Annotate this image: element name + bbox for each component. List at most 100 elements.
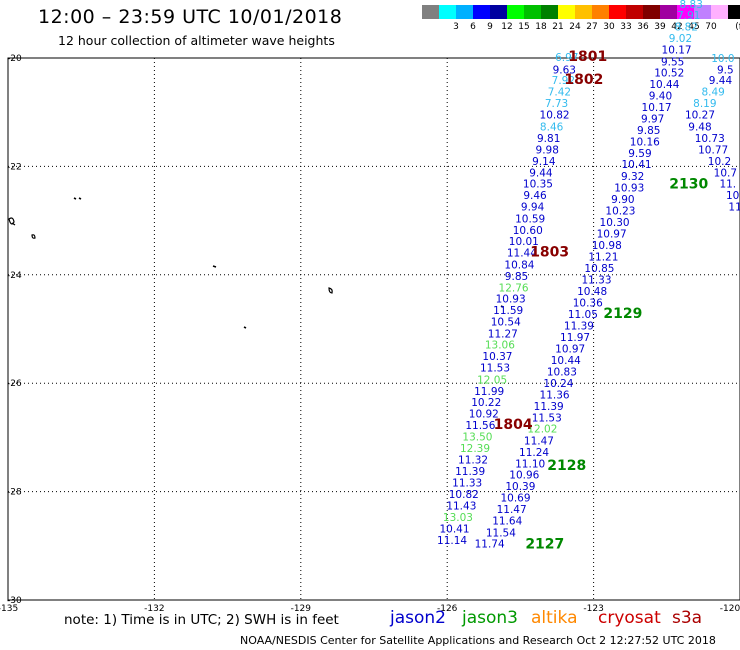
x-tick-label: -135 <box>0 604 18 614</box>
wave-height-value: 10.93 <box>496 294 526 306</box>
wave-height-value: 10.2 <box>708 156 731 168</box>
x-tick-label: -120 <box>720 604 740 614</box>
color-swatch <box>473 5 490 19</box>
wave-height-value: 11.44 <box>507 248 537 260</box>
wave-height-value: 10.59 <box>515 213 545 225</box>
wave-height-value: 12.76 <box>499 282 529 294</box>
page-title: 12:00 – 23:59 UTC 10/01/2018 <box>38 6 343 28</box>
color-swatch <box>626 5 643 19</box>
island-outline <box>11 222 16 226</box>
color-swatch <box>507 5 524 19</box>
wave-height-value: 10.24 <box>543 378 573 390</box>
wave-height-value: 10.0 <box>711 53 734 65</box>
color-swatch <box>439 5 456 19</box>
legend-item-jason3: jason3 <box>462 608 518 628</box>
x-tick-label: -132 <box>144 604 164 614</box>
wave-height-value: 13.50 <box>462 431 492 443</box>
color-swatch <box>456 5 473 19</box>
color-scale-label: 18 <box>535 22 547 32</box>
y-tick-label: -30 <box>7 596 22 606</box>
color-scale-label: 39 <box>654 22 666 32</box>
color-swatch <box>728 5 740 19</box>
wave-height-value: 10.83 <box>547 366 577 378</box>
wave-height-value: 7.92 <box>552 75 575 87</box>
wave-height-value: 10.93 <box>614 183 644 195</box>
x-tick-label: -129 <box>291 604 312 614</box>
wave-height-value: 9.55 <box>661 56 684 68</box>
wave-height-value: 10.69 <box>500 493 530 505</box>
wave-height-value: 6.97 <box>555 52 578 64</box>
island-outline <box>500 305 504 308</box>
color-swatch <box>694 5 711 19</box>
wave-height-value: 10.22 <box>471 397 501 409</box>
wave-height-value: 10.73 <box>695 133 725 145</box>
wave-height-value: 10.44 <box>551 355 581 367</box>
y-tick-label: -20 <box>7 54 22 64</box>
wave-height-value: 8.19 <box>693 98 716 110</box>
wave-height-value: 12.02 <box>527 424 557 436</box>
color-scale-label: 70 <box>705 22 717 32</box>
color-scale-label: 45 <box>688 22 700 32</box>
color-swatch <box>677 5 694 19</box>
x-tick-label: -123 <box>583 604 603 614</box>
wave-height-value: 11.39 <box>534 401 564 413</box>
color-scale-label: 6 <box>470 22 476 32</box>
wave-height-value: 10.41 <box>439 523 469 535</box>
wave-height-value: 9.85 <box>505 271 528 283</box>
color-swatch <box>490 5 507 19</box>
wave-height-value: 9.5 <box>717 64 734 76</box>
wave-height-value: 10.7 <box>714 167 737 179</box>
color-swatch <box>541 5 558 19</box>
wave-height-value: 11.99 <box>474 386 504 398</box>
wave-height-value: 11.39 <box>455 466 485 478</box>
wave-height-value: 10 <box>726 190 739 202</box>
wave-height-value: 9.90 <box>611 194 634 206</box>
wave-height-value: 10.41 <box>622 159 652 171</box>
wave-height-value: 9.98 <box>536 145 559 157</box>
pass-id-label: 2129 <box>603 306 642 322</box>
color-scale-label: 12 <box>501 22 513 32</box>
wave-height-value: 10.48 <box>577 286 607 298</box>
wave-height-value: 8.83 <box>680 0 703 11</box>
island-outline <box>31 234 36 239</box>
island-outline <box>8 217 15 225</box>
wave-height-value: 10.27 <box>685 109 715 121</box>
wave-height-value: 10.17 <box>662 44 692 56</box>
y-tick-label: -26 <box>7 379 22 389</box>
wave-height-value: 10.92 <box>469 409 499 421</box>
color-scale-label: 15 <box>518 22 530 32</box>
wave-height-value: 10.17 <box>642 102 672 114</box>
color-swatch <box>575 5 592 19</box>
legend-item-s3a: s3a <box>672 608 703 628</box>
wave-height-value: 10.16 <box>630 136 660 148</box>
color-swatch <box>558 5 575 19</box>
legend-item-altika: altika <box>531 608 578 628</box>
color-swatch <box>524 5 541 19</box>
wave-height-value: 7.42 <box>548 87 571 99</box>
wave-height-value: 11. <box>719 179 736 191</box>
y-tick-label: -28 <box>7 488 22 498</box>
color-swatch <box>711 5 728 19</box>
wave-height-value: 10.60 <box>513 225 543 237</box>
wave-height-value: 10.77 <box>698 145 728 157</box>
color-swatch <box>422 5 439 19</box>
wave-height-value: 10.39 <box>505 481 535 493</box>
island-outline <box>212 265 217 268</box>
pass-id-label: 1804 <box>494 417 533 433</box>
wave-height-value: 9.46 <box>523 190 547 202</box>
wave-height-value: 8.82 <box>675 22 698 34</box>
pass-id-label: 1803 <box>530 245 569 261</box>
wave-height-value: 12.05 <box>477 374 507 386</box>
wave-height-value: 9.81 <box>537 133 560 145</box>
wave-height-value: 11.27 <box>488 328 518 340</box>
color-swatch <box>643 5 660 19</box>
wave-height-value: 11.53 <box>532 412 562 424</box>
wave-height-value: 9.48 <box>688 121 711 133</box>
pass-id-label: 1801 <box>568 49 607 65</box>
wave-height-value: 9.94 <box>521 202 545 214</box>
wave-height-labels: 6.979.637.927.427.7310.828.469.819.989.1… <box>437 0 740 553</box>
wave-height-value: 11.47 <box>497 504 527 516</box>
wave-height-value: 11.33 <box>452 477 482 489</box>
wave-height-value: 7.91 <box>677 10 700 22</box>
